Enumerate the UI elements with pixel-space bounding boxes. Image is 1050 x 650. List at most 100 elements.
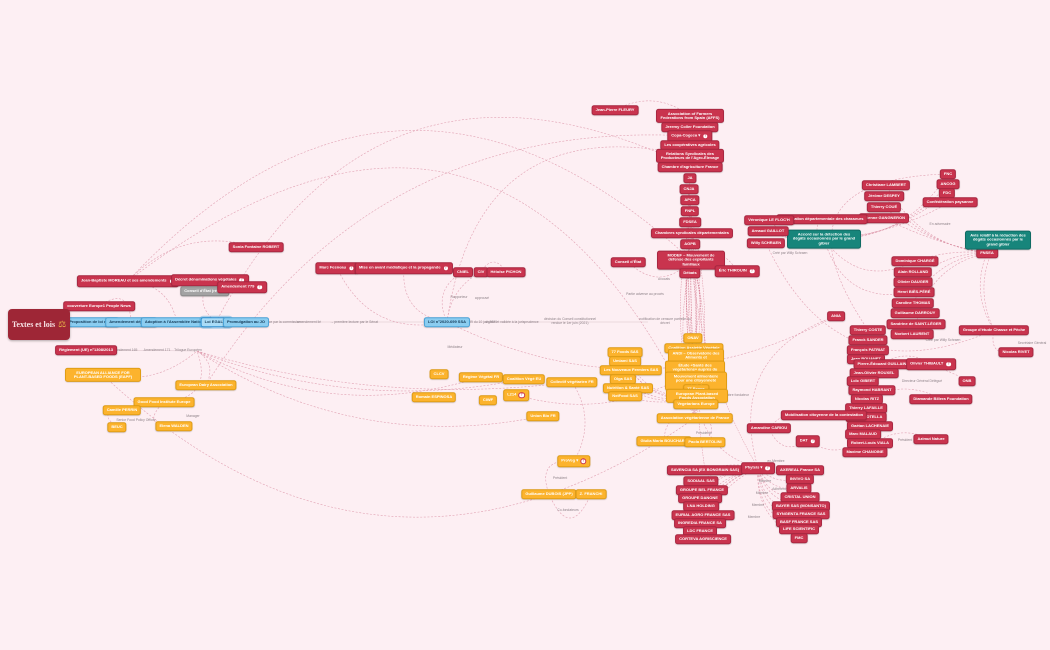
graph-node-gai[interactable]: Arnaud GAILLOT: [747, 226, 789, 236]
graph-node-b6[interactable]: LOI n°2020-699 SSA: [423, 317, 471, 327]
node-question-badge[interactable]: ?: [764, 464, 771, 472]
graph-node-r3[interactable]: Décret dénominations végétales?: [171, 274, 249, 286]
graph-node-r19[interactable]: CNJA: [679, 184, 699, 194]
graph-node-r18[interactable]: JA: [683, 173, 697, 183]
graph-node-q7[interactable]: Sandrine de SAINT-LÉGER: [886, 319, 946, 329]
node-question-badge[interactable]: ?: [748, 267, 756, 275]
graph-node-s1[interactable]: Thierry COSTE: [849, 325, 887, 335]
graph-node-conseil[interactable]: Conseil d'État: [610, 257, 646, 267]
node-question-badge[interactable]: ?: [809, 437, 817, 445]
graph-node-onav[interactable]: ONAV: [683, 333, 703, 343]
graph-node-p2[interactable]: Jérôme DESPEY: [864, 191, 904, 201]
node-label: Amandine CARIOU: [750, 424, 788, 430]
graph-node-azn[interactable]: Azimut Nature: [913, 434, 949, 444]
graph-node-q2[interactable]: Alain ROLLAND: [893, 267, 933, 277]
app-header[interactable]: Textes et lois ⚖: [8, 309, 70, 340]
graph-node-dat[interactable]: DAT?: [795, 435, 821, 447]
graph-node-t2[interactable]: Avis relatif à la réduction des dégâts o…: [965, 230, 1031, 250]
graph-node-mob2[interactable]: Mobilisation citoyenne de la contestatio…: [780, 410, 868, 420]
graph-node-eric[interactable]: Éric THIROUIN?: [714, 265, 760, 277]
graph-node-y2[interactable]: Régime Végétal FR: [458, 372, 504, 382]
graph-node-carolyn[interactable]: Amandine CARIOU: [746, 423, 792, 433]
graph-node-d1[interactable]: SAVENCIA SA (EX BONGRAIN SAS): [666, 465, 744, 475]
graph-node-riv[interactable]: Nicolas RIVET: [998, 347, 1034, 357]
graph-node-pb[interactable]: Paola BERTOLINI: [684, 437, 726, 447]
graph-node-r8[interactable]: CNIEL: [453, 267, 473, 277]
graph-node-fnsea[interactable]: FNSEA: [976, 248, 998, 258]
graph-node-y7[interactable]: L214?: [503, 389, 529, 401]
graph-node-q3[interactable]: Olivier DAUGER: [893, 277, 933, 287]
graph-node-avf[interactable]: Association végétarienne de France: [656, 413, 734, 423]
graph-node-s2[interactable]: Franck SANDER: [848, 335, 888, 345]
graph-node-y3[interactable]: Coalition Végé EU: [502, 374, 546, 384]
graph-node-Y2[interactable]: European Dairy Association: [175, 380, 237, 390]
graph-node-ges[interactable]: Groupe d'étude Chasse et Pêche: [958, 325, 1030, 335]
graph-node-Y4[interactable]: Camille PERRIN: [102, 405, 142, 415]
graph-node-b5[interactable]: Promulgation au JO: [222, 317, 270, 327]
graph-node-ania[interactable]: ANIA: [827, 311, 845, 321]
graph-node-r11[interactable]: Jean-Pierre FLEURY: [591, 105, 639, 115]
graph-node-ws[interactable]: Willy SCHRAEN: [746, 238, 786, 248]
node-label: François PATRIAT: [850, 346, 886, 352]
graph-node-y8[interactable]: Union Bio FR: [526, 411, 560, 421]
graph-node-y1[interactable]: CLCV: [429, 369, 449, 379]
graph-node-a9[interactable]: FMC: [790, 533, 808, 543]
graph-node-r12[interactable]: Association of Farmers Federations from …: [656, 108, 724, 124]
graph-node-onb[interactable]: ONB: [958, 376, 976, 386]
graph-node-r5[interactable]: Sonia Fontaine ROBERT: [228, 242, 284, 252]
graph-node-r20[interactable]: APCA: [680, 195, 700, 205]
graph-node-reg[interactable]: Règlement (UE) n°1308/2013: [55, 345, 117, 355]
node-question-badge[interactable]: ?: [945, 360, 952, 368]
graph-node-y4[interactable]: Collectif végétarien FR: [546, 377, 598, 387]
graph-node-fbf[interactable]: Diamande Billera Foundation: [909, 394, 973, 404]
node-question-badge[interactable]: ?: [518, 391, 525, 399]
graph-node-r24[interactable]: AGPB: [680, 239, 700, 249]
graph-node-Y6[interactable]: Elena WALDEN: [155, 421, 193, 431]
graph-node-r6[interactable]: Marc Fesneau?: [315, 262, 359, 274]
graph-node-p1[interactable]: Christiane LAMBERT: [861, 180, 911, 190]
graph-node-y10[interactable]: Guillaume DUBOIS (JPP): [521, 489, 577, 499]
graph-node-Y5[interactable]: BEUC: [107, 422, 127, 432]
graph-node-r16[interactable]: Relations Syndicales des Producteurs de …: [656, 148, 724, 164]
graph-node-fpay[interactable]: Confédération paysanne: [922, 197, 978, 207]
graph-node-p3[interactable]: Thierry COUÉ: [866, 202, 902, 212]
graph-node-r22[interactable]: FDSEA: [679, 217, 701, 227]
graph-node-y6[interactable]: CIWF: [478, 395, 498, 405]
node-question-badge[interactable]: ?: [702, 132, 709, 140]
graph-node-y5[interactable]: Romain ESPINOSA: [411, 392, 457, 402]
node-question-badge[interactable]: ?: [256, 283, 263, 291]
graph-node-q5[interactable]: Caroline THOMAS: [891, 298, 935, 308]
graph-node-r4[interactable]: Amendement 779?: [217, 281, 267, 293]
graph-node-r21[interactable]: FNPL: [680, 206, 700, 216]
graph-node-q6[interactable]: Guillaume DARROUY: [890, 308, 940, 318]
graph-node-q1[interactable]: Dominique CHARGÉ: [891, 256, 939, 266]
node-question-badge[interactable]: ?: [348, 264, 355, 272]
graph-node-r23[interactable]: Chambres syndicales départementales: [650, 228, 734, 238]
graph-node-r10[interactable]: Héloïse PICHON: [486, 267, 526, 277]
graph-node-hub[interactable]: Phyteis ▾?: [741, 462, 775, 474]
graph-node-gmb[interactable]: Giulia Maria BOUCHARD: [636, 436, 692, 446]
node-question-badge[interactable]: ?: [442, 264, 450, 272]
graph-node-vlf[interactable]: Véronique LE FLOC'H: [744, 215, 794, 225]
graph-node-y9[interactable]: ProVeg ▾?: [557, 455, 591, 467]
graph-node-Y3[interactable]: Good Food Institute Europe: [133, 397, 195, 407]
graph-node-s15[interactable]: Maxime CHANOINE: [842, 447, 888, 457]
graph-node-y11[interactable]: Z. FRANCHI: [575, 489, 607, 499]
node-question-badge[interactable]: ?: [580, 457, 587, 465]
graph-node-t1[interactable]: Accord sur la détection des dégâts occas…: [787, 229, 861, 249]
graph-node-r26[interactable]: Débats: [679, 268, 701, 278]
graph-node-r2[interactable]: Jean-Baptiste MOREAU et ses amendements?: [76, 275, 180, 287]
graph-node-f1[interactable]: FNC: [939, 169, 957, 179]
graph-node-oth[interactable]: Olivier THIBAULT?: [906, 358, 956, 370]
graph-node-veu[interactable]: Vegetarians Europe: [673, 399, 719, 409]
graph-node-z6[interactable]: NxtFood SAS: [608, 391, 642, 401]
graph-node-Y1[interactable]: EUROPEAN ALLIANCE FOR PLANT-BASED FOODS …: [65, 367, 141, 383]
graph-node-d9[interactable]: CORTEVA AGRISCIENCE: [675, 534, 731, 544]
graph-node-r17[interactable]: Chambre d'agriculture France: [657, 162, 723, 172]
graph-node-r1[interactable]: couverture Europe1 People News: [63, 301, 135, 311]
graph-node-r7[interactable]: Mise en avant médiatique et la propagand…: [354, 262, 454, 274]
graph-node-q8[interactable]: Norbert LAURENT: [890, 329, 934, 339]
graph-node-r25[interactable]: MODEF – Mouvement de défense des exploit…: [657, 250, 725, 270]
graph-node-q4[interactable]: Henri BIÈS-PÉRÉ: [893, 287, 935, 297]
